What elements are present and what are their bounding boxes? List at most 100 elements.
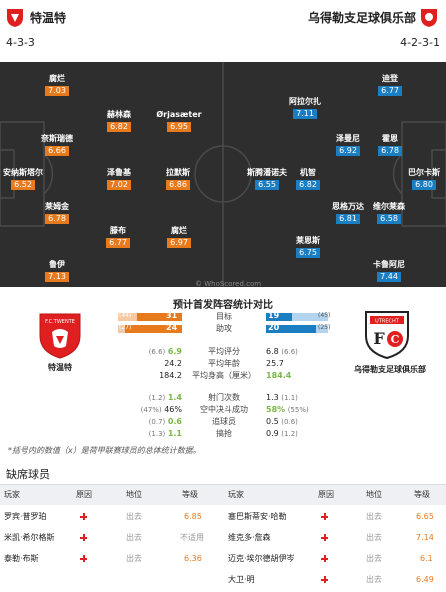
age-home: 24.2 (164, 359, 182, 368)
missing-rating: 6.49 (416, 575, 434, 584)
assists-home-total: (27) (119, 324, 132, 331)
missing-away-row-2[interactable]: 维克多·詹森 出去 7.14 (223, 527, 446, 548)
missing-player-name[interactable]: 迈克·埃尔德胡伊岑 (228, 554, 295, 563)
away-player-9[interactable]: 维尔莱森 6.58 (373, 202, 405, 224)
height-home: 184.2 (159, 371, 182, 380)
goals-home-total: (44) (119, 312, 132, 319)
pitch: 腐烂 7.03 赫林森 6.82 Ørjasæter 6.95 奈斯瑞德 6.66 安纳… (0, 62, 446, 287)
missing-players: 缺席球员 玩家 原因 地位 等级 玩家 原因 地位 等级 罗宾·普罗珀 出去 6… (0, 460, 446, 584)
away-player-11[interactable]: 卡鲁阿尼 7.44 (373, 260, 405, 282)
missing-home-row-3[interactable]: 泰勒·布斯 出去 6.36 (0, 548, 223, 569)
chase-home: 0.6 (167, 417, 182, 426)
aerial-label: 空中决斗成功 (200, 405, 248, 414)
shots-away-league: (1.1) (281, 394, 298, 402)
away-player-8[interactable]: 思格万达 6.81 (332, 202, 364, 224)
svg-text:UTRECHT: UTRECHT (375, 319, 400, 325)
away-player-6[interactable]: 斯腾潘诺夫 6.55 (247, 168, 287, 190)
missing-away-row-3[interactable]: 迈克·埃尔德胡伊岑 出去 6.1 (223, 548, 446, 569)
home-team-name[interactable]: 特温特 (30, 11, 67, 25)
missing-status: 出去 (366, 575, 382, 584)
rating-away-league: (6.6) (281, 348, 298, 356)
away-player-7[interactable]: 机智 6.82 (292, 168, 324, 190)
assists-away-total: (25) (318, 324, 331, 331)
rating-label: 平均评分 (208, 347, 240, 356)
rating-home: 6.9 (167, 347, 182, 356)
footnote: *括号内的数值（x）是荷甲联赛球员的总体统计数据。 (8, 446, 201, 455)
missing-status: 出去 (366, 512, 382, 521)
missing-away-row-1[interactable]: 塞巴斯蒂安·哈勒 出去 6.65 (223, 506, 446, 527)
home-player-9[interactable]: 滕布 6.77 (101, 226, 135, 248)
home-player-7[interactable]: 拉默斯 6.86 (166, 168, 190, 190)
missing-home-row-2[interactable]: 米凯·希尔格斯 出去 不适用 (0, 527, 223, 548)
hdr-level-away: 等级 (414, 490, 430, 499)
home-player-4[interactable]: 奈斯瑞德 6.66 (41, 134, 73, 156)
shots-label: 射门次数 (208, 393, 240, 402)
utrecht-logo-icon (421, 9, 437, 27)
assists-away-value: 20 (268, 323, 280, 332)
chase-away-league: (0.6) (281, 418, 298, 426)
home-player-6[interactable]: 泽鲁基 7.02 (107, 168, 131, 190)
away-player-5[interactable]: 巴尔卡斯 6.80 (408, 168, 440, 190)
home-player-10[interactable]: 腐烂 6.97 (162, 226, 196, 248)
assists-label: 助攻 (216, 324, 232, 333)
missing-player-name[interactable]: 罗宾·普罗珀 (4, 512, 47, 521)
goals-away-total: (45) (318, 312, 331, 319)
stat-row-rating: (6.6) 6.9 平均评分 6.8 (6.6) (118, 346, 328, 357)
missing-away-row-4[interactable]: 大卫·明 出去 6.49 (223, 569, 446, 590)
away-player-2[interactable]: 阿拉尔扎 7.11 (289, 97, 321, 119)
height-label: 平均身高（厘米） (192, 371, 256, 380)
missing-player-name[interactable]: 塞巴斯蒂安·哈勒 (228, 512, 287, 521)
tackle-away: 0.9 (266, 429, 279, 438)
injury-icon (321, 555, 328, 562)
missing-player-name[interactable]: 大卫·明 (228, 575, 255, 584)
lineup-stats: 预计首发阵容统计对比 F.C.TWENTE 特温特 UTRECHT F C 乌得… (0, 288, 446, 448)
away-team-label: 乌得勒支足球俱乐部 (354, 365, 426, 374)
age-label: 平均年龄 (208, 359, 240, 368)
assists-away-bar (266, 325, 316, 333)
home-player-1[interactable]: 腐烂 7.03 (41, 74, 73, 96)
missing-player-name[interactable]: 泰勒·布斯 (4, 554, 39, 563)
stat-row-aerial: (47%) 46% 空中决斗成功 58% (55%) (118, 404, 328, 415)
shots-away: 1.3 (266, 393, 279, 402)
away-player-4[interactable]: 霍恩 6.78 (372, 134, 408, 156)
stat-row-age: 24.2 平均年龄 25.7 (118, 358, 328, 369)
tackle-label: 搞抢 (216, 429, 232, 438)
home-team-label: 特温特 (48, 363, 72, 372)
away-player-3[interactable]: 泽曼尼 6.92 (336, 134, 360, 156)
missing-status: 出去 (126, 554, 142, 563)
rating-away: 6.8 (266, 347, 279, 356)
missing-player-name[interactable]: 维克多·詹森 (228, 533, 271, 542)
tackle-home: 1.1 (167, 429, 182, 438)
chase-home-league: (0.7) (148, 418, 166, 426)
hdr-player-away: 玩家 (228, 490, 244, 499)
home-player-11[interactable]: 鲁伊 7.13 (40, 260, 74, 282)
shots-home: 1.4 (167, 393, 182, 402)
home-player-8[interactable]: 莱姆金 6.78 (45, 202, 69, 224)
svg-text:F: F (373, 329, 385, 348)
missing-title: 缺席球员 (0, 460, 446, 485)
away-team-name[interactable]: 乌得勒支足球俱乐部 (307, 11, 416, 25)
missing-player-name[interactable]: 米凯·希尔格斯 (4, 533, 55, 542)
stat-row-tackle: (1.3) 1.1 搞抢 0.9 (1.2) (118, 428, 328, 439)
utrecht-crest-icon: UTRECHT F C (365, 311, 409, 360)
hdr-player-home: 玩家 (4, 490, 20, 499)
goals-home-bar (137, 313, 182, 321)
missing-home-row-1[interactable]: 罗宾·普罗珀 出去 6.85 (0, 506, 223, 527)
injury-icon (80, 555, 87, 562)
hdr-reason-home: 原因 (76, 490, 92, 499)
tackle-away-league: (1.2) (281, 430, 298, 438)
away-player-1[interactable]: 迪登 6.77 (373, 74, 407, 96)
aerial-away-league: (55%) (287, 406, 309, 414)
age-away: 25.7 (266, 359, 284, 368)
home-formation: 4-3-3 (6, 36, 35, 49)
hdr-reason-away: 原因 (318, 490, 334, 499)
home-player-3[interactable]: Ørjasæter 6.95 (156, 110, 202, 132)
missing-status: 出去 (126, 512, 142, 521)
missing-status: 出去 (126, 533, 142, 542)
home-player-5[interactable]: 安纳斯塔尔 6.52 (3, 168, 43, 190)
home-player-2[interactable]: 赫林森 6.82 (107, 110, 131, 132)
missing-rating: 6.65 (416, 512, 434, 521)
stat-row-shots: (1.2) 1.4 射门次数 1.3 (1.1) (118, 392, 328, 403)
stats-title: 预计首发阵容统计对比 (173, 300, 273, 311)
away-player-10[interactable]: 莱恩斯 6.75 (296, 236, 320, 258)
